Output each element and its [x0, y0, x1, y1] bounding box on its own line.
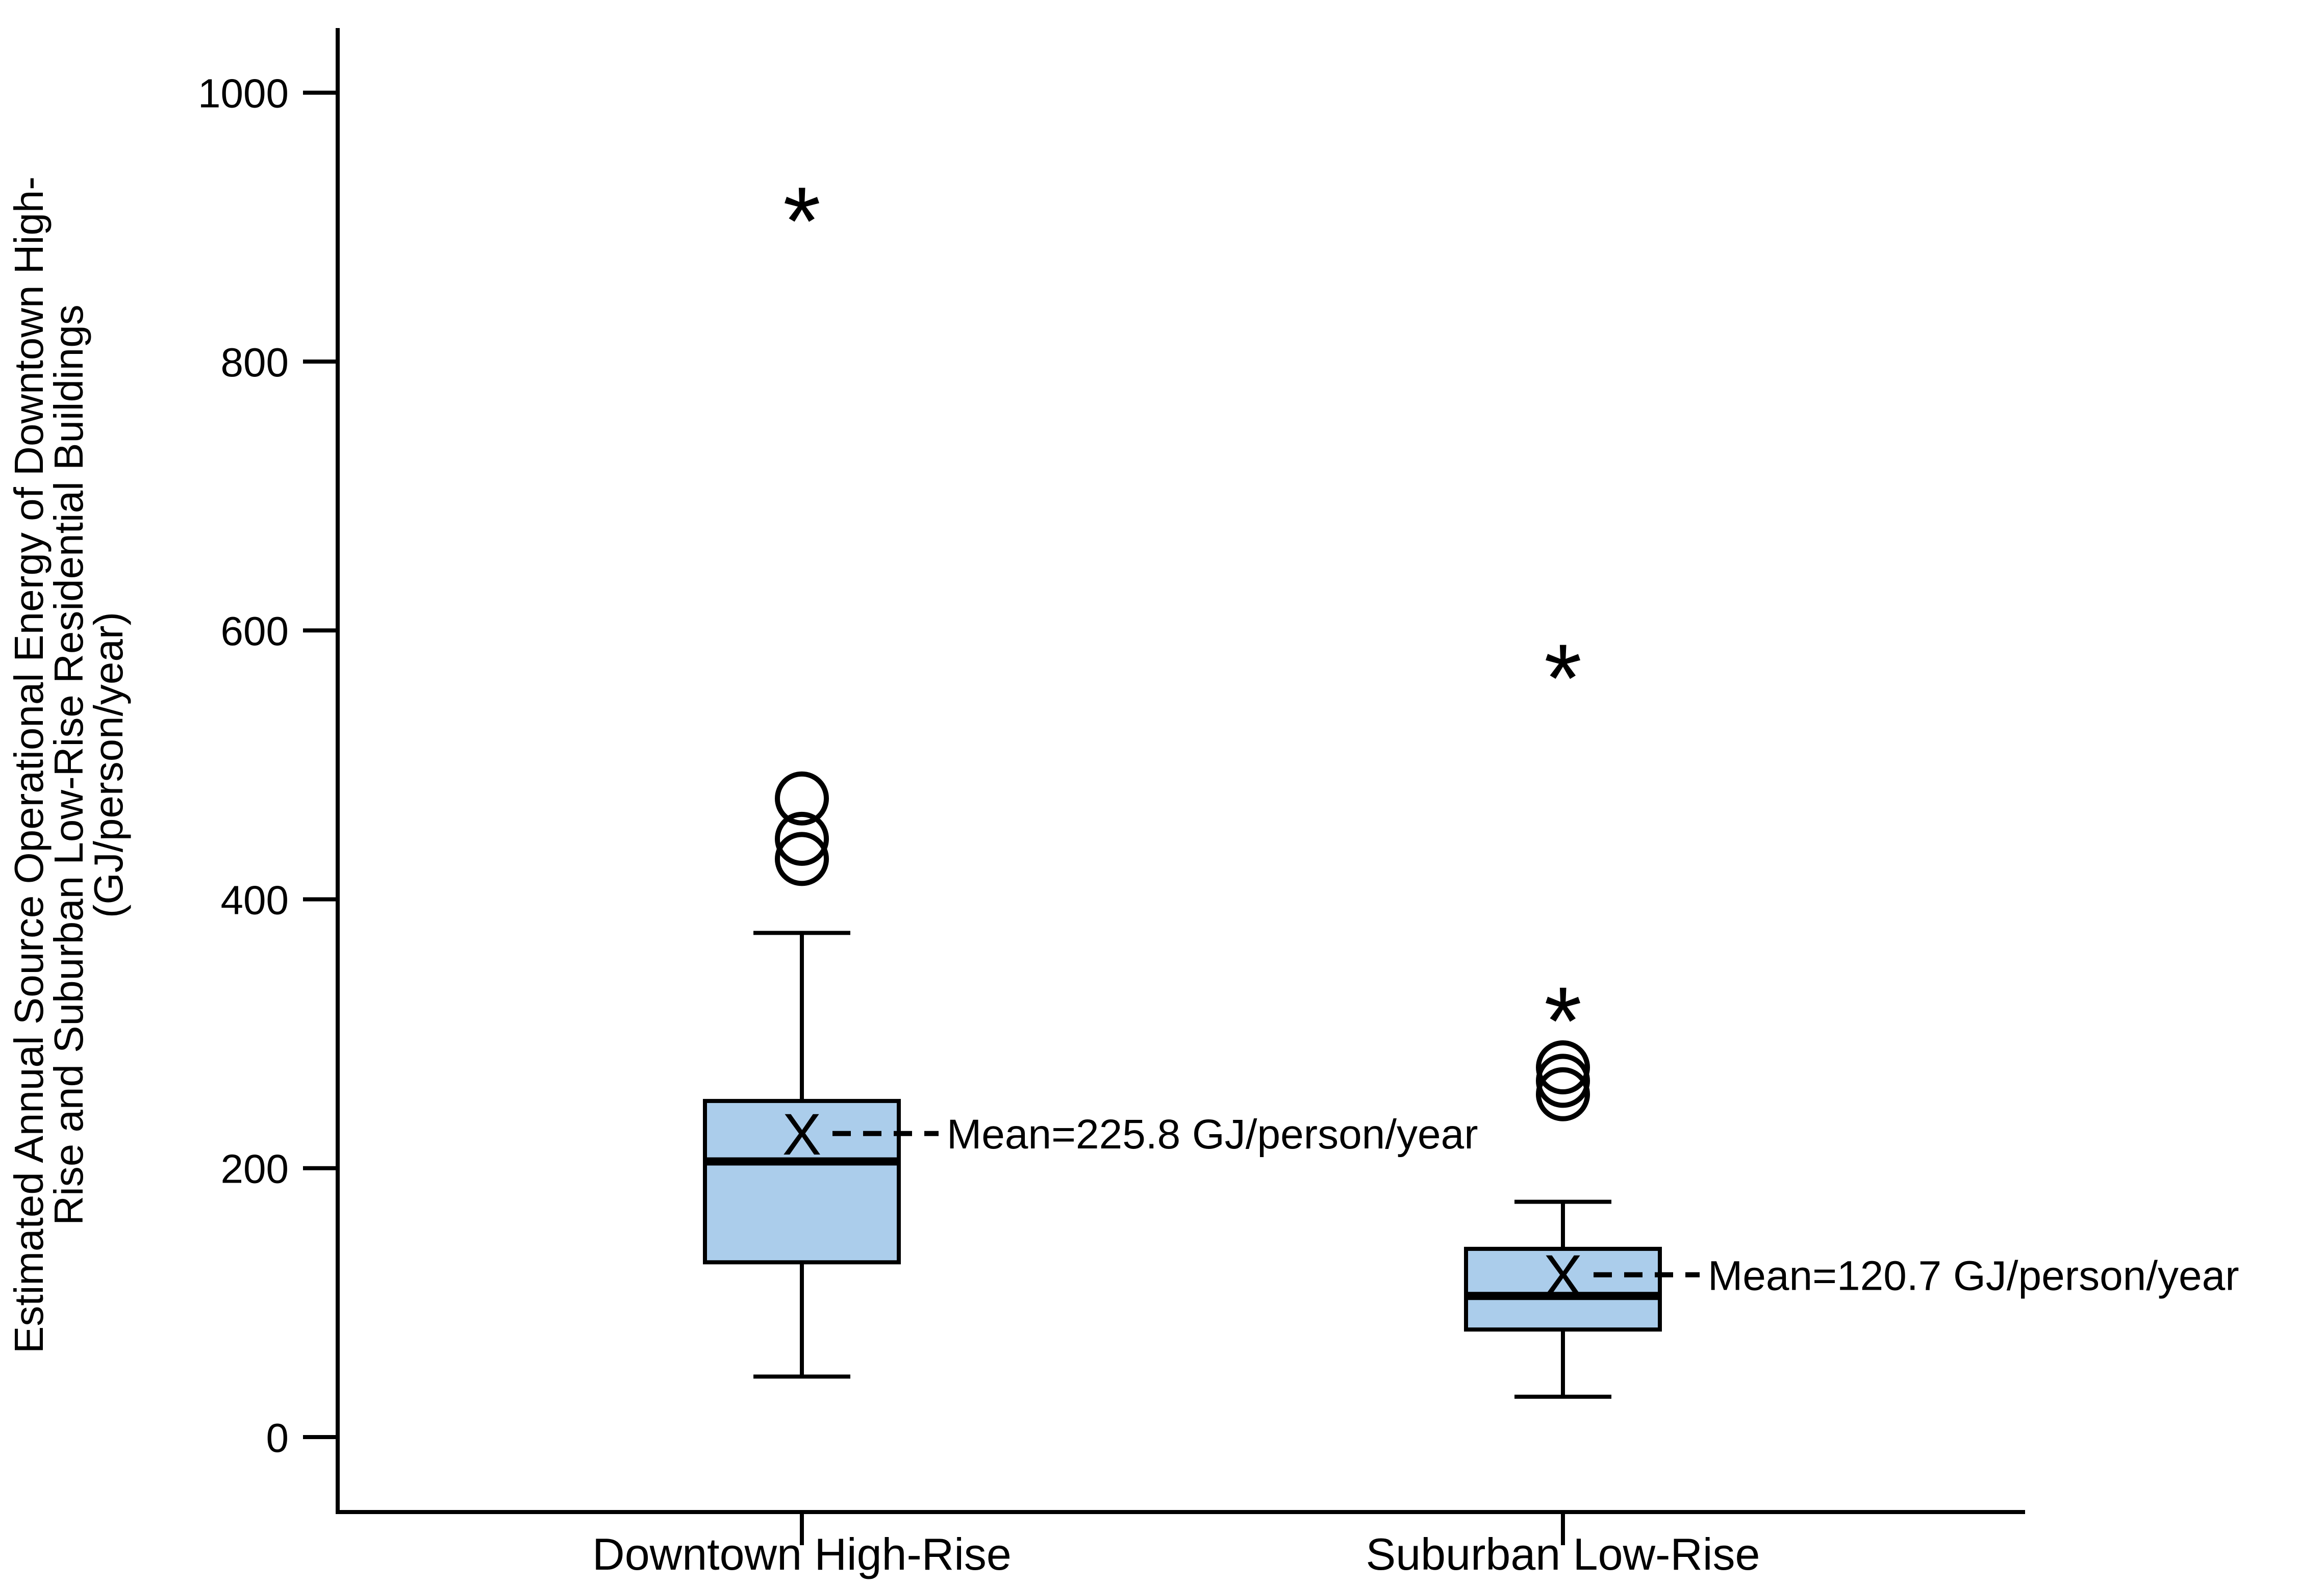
box-series-2: X Mean=120.7 GJ/person/year * *	[1464, 624, 2239, 1399]
box-series-1: X Mean=225.8 GJ/person/year *	[703, 167, 1478, 1379]
outlier-circle	[1536, 1054, 1590, 1108]
outlier-circle	[775, 832, 829, 886]
y-axis-title-line: Rise and Suburban Low-Rise Residential B…	[46, 304, 91, 1225]
outlier-asterisk: *	[1544, 967, 1582, 1076]
y-tick-label: 400	[221, 877, 289, 923]
outlier-circle	[1536, 1040, 1590, 1095]
iqr-box	[703, 1098, 901, 1265]
y-tick-label: 1000	[198, 71, 289, 116]
y-tick-label: 0	[266, 1415, 289, 1461]
y-axis-title-line: (GJ/person/year)	[86, 612, 131, 918]
y-tick-label: 600	[221, 608, 289, 654]
outlier-asterisk: *	[1544, 624, 1582, 732]
mean-label: Mean=120.7 GJ/person/year	[1708, 1252, 2239, 1299]
outlier-circle	[1536, 1067, 1590, 1121]
outlier-asterisk: *	[783, 167, 821, 275]
y-tick-label: 800	[221, 340, 289, 385]
x-category-label: Suburban Low-Rise	[1366, 1529, 1760, 1579]
mean-label: Mean=225.8 GJ/person/year	[947, 1111, 1478, 1158]
mean-x-marker: X	[1544, 1243, 1583, 1309]
iqr-box	[1464, 1246, 1662, 1332]
y-tick-label: 200	[221, 1146, 289, 1192]
y-axis-title-line: Estimated Annual Source Operational Ener…	[6, 176, 52, 1353]
x-category-label: Downtown High-Rise	[592, 1529, 1012, 1579]
mean-x-marker: X	[782, 1102, 822, 1167]
outlier-circle	[775, 811, 829, 866]
outlier-circle	[775, 771, 829, 826]
